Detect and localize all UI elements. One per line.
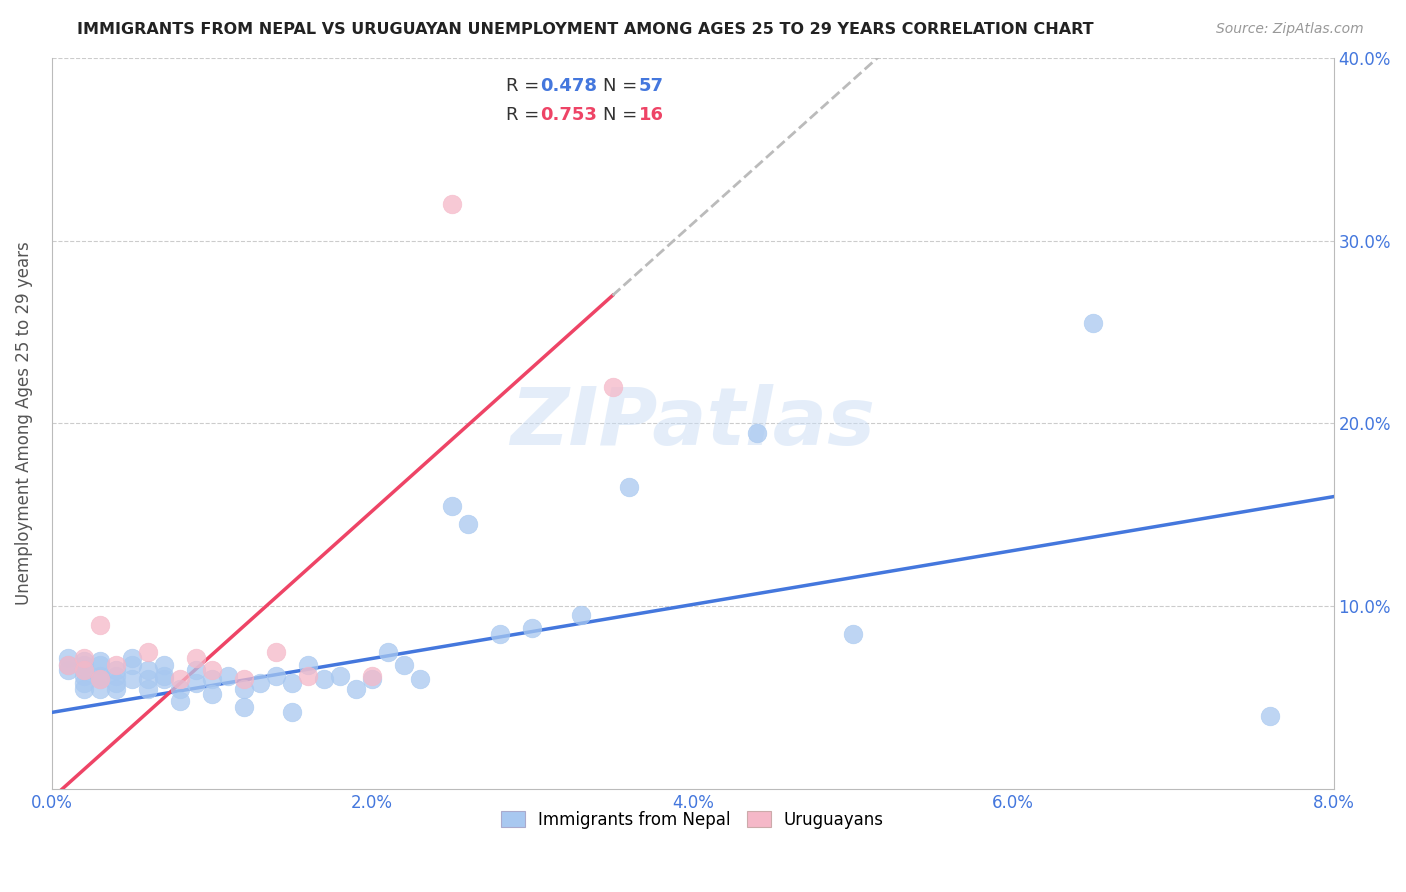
Point — [201, 673, 224, 687]
Point — [104, 669, 127, 683]
Point — [89, 617, 111, 632]
Point — [602, 380, 624, 394]
Text: 0.478: 0.478 — [540, 77, 598, 95]
Point — [89, 673, 111, 687]
Text: N =: N = — [603, 106, 643, 124]
Point — [73, 650, 96, 665]
Point — [169, 673, 191, 687]
Point — [264, 645, 287, 659]
Point — [233, 681, 256, 696]
Point — [136, 673, 159, 687]
Point — [569, 608, 592, 623]
Point — [56, 657, 79, 672]
Legend: Immigrants from Nepal, Uruguayans: Immigrants from Nepal, Uruguayans — [495, 805, 890, 836]
Point — [104, 681, 127, 696]
Point — [184, 676, 207, 690]
Point — [104, 664, 127, 678]
Point — [441, 197, 464, 211]
Point — [842, 627, 865, 641]
Point — [89, 669, 111, 683]
Point — [56, 650, 79, 665]
Point — [153, 669, 176, 683]
Point — [281, 676, 304, 690]
Point — [136, 664, 159, 678]
Point — [89, 681, 111, 696]
Point — [233, 700, 256, 714]
Text: 57: 57 — [638, 77, 664, 95]
Point — [617, 480, 640, 494]
Point — [136, 681, 159, 696]
Point — [297, 669, 319, 683]
Point — [394, 657, 416, 672]
Point — [56, 657, 79, 672]
Point — [361, 669, 384, 683]
Point — [104, 657, 127, 672]
Text: 0.753: 0.753 — [540, 106, 598, 124]
Point — [153, 673, 176, 687]
Point — [89, 657, 111, 672]
Point — [457, 516, 479, 531]
Point — [89, 654, 111, 668]
Point — [201, 687, 224, 701]
Point — [361, 673, 384, 687]
Point — [169, 681, 191, 696]
Point — [104, 676, 127, 690]
Text: Source: ZipAtlas.com: Source: ZipAtlas.com — [1216, 22, 1364, 37]
Point — [201, 664, 224, 678]
Point — [184, 664, 207, 678]
Point — [89, 673, 111, 687]
Point — [73, 669, 96, 683]
Point — [1083, 316, 1105, 330]
Point — [73, 664, 96, 678]
Point — [264, 669, 287, 683]
Text: ZIPatlas: ZIPatlas — [510, 384, 875, 462]
Text: IMMIGRANTS FROM NEPAL VS URUGUAYAN UNEMPLOYMENT AMONG AGES 25 TO 29 YEARS CORREL: IMMIGRANTS FROM NEPAL VS URUGUAYAN UNEMP… — [77, 22, 1094, 37]
Point — [409, 673, 432, 687]
Point — [121, 650, 143, 665]
Point — [184, 650, 207, 665]
Text: R =: R = — [506, 77, 544, 95]
Point — [136, 645, 159, 659]
Point — [73, 657, 96, 672]
Point — [1258, 709, 1281, 723]
Point — [314, 673, 336, 687]
Point — [73, 654, 96, 668]
Point — [233, 673, 256, 687]
Point — [73, 664, 96, 678]
Point — [522, 621, 544, 635]
Point — [344, 681, 367, 696]
Point — [153, 657, 176, 672]
Text: R =: R = — [506, 106, 544, 124]
Text: 16: 16 — [638, 106, 664, 124]
Point — [217, 669, 239, 683]
Point — [297, 657, 319, 672]
Point — [121, 673, 143, 687]
Point — [249, 676, 271, 690]
Point — [281, 706, 304, 720]
Point — [489, 627, 512, 641]
Point — [169, 694, 191, 708]
Point — [121, 657, 143, 672]
Text: N =: N = — [603, 77, 643, 95]
Point — [745, 425, 768, 440]
Y-axis label: Unemployment Among Ages 25 to 29 years: Unemployment Among Ages 25 to 29 years — [15, 242, 32, 606]
Point — [377, 645, 399, 659]
Point — [441, 499, 464, 513]
Point — [329, 669, 352, 683]
Point — [73, 676, 96, 690]
Point — [56, 664, 79, 678]
Point — [73, 681, 96, 696]
